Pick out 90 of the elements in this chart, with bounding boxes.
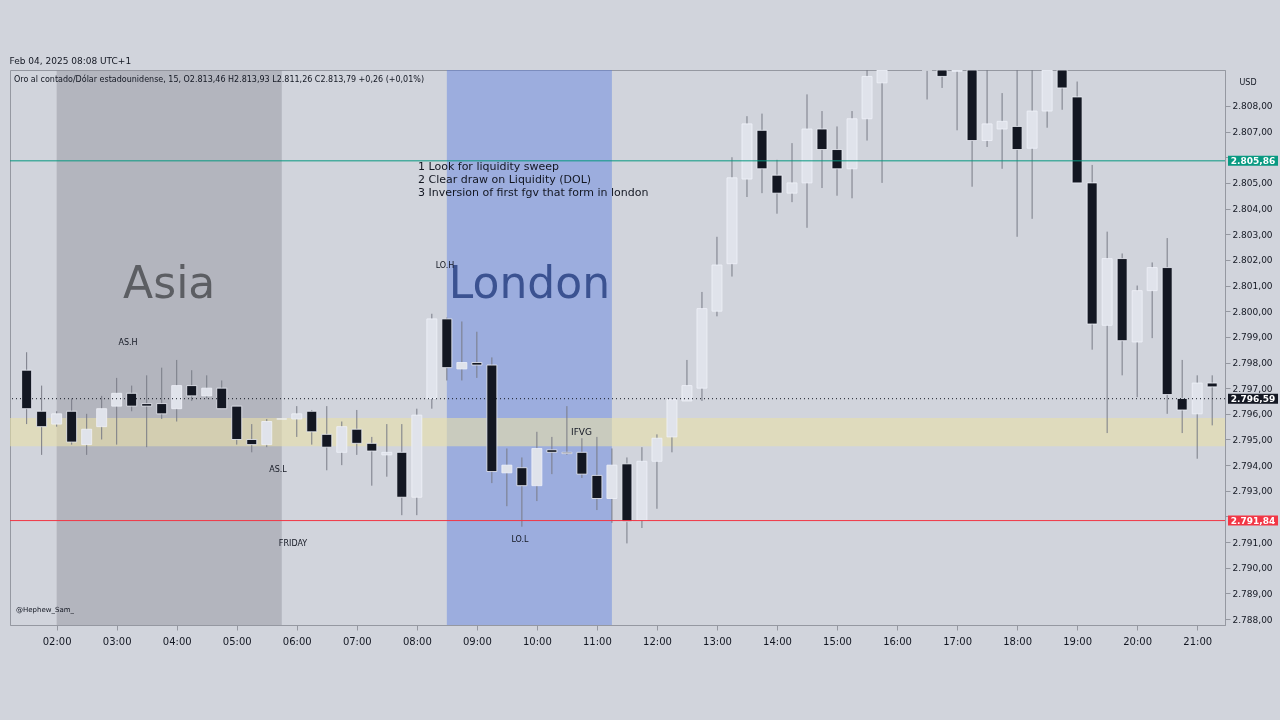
candlestick bbox=[471, 331, 483, 379]
annotation: 1 Look for liquidity sweep bbox=[418, 160, 560, 173]
candlestick bbox=[651, 433, 663, 510]
ref-line-label: 2.796,59 bbox=[1230, 393, 1276, 404]
candlestick bbox=[816, 110, 828, 189]
candlestick bbox=[351, 409, 363, 456]
y-tick-label: 2.800,00 bbox=[1232, 306, 1273, 317]
x-tick-label: 03:00 bbox=[102, 635, 132, 647]
annotation: AS.L bbox=[269, 465, 288, 474]
candlestick bbox=[291, 405, 303, 438]
x-tick-label: 18:00 bbox=[1003, 635, 1033, 647]
candlestick bbox=[546, 436, 558, 475]
candlestick bbox=[306, 409, 318, 446]
y-tick-label: 2.796,00 bbox=[1232, 409, 1273, 420]
x-tick-label: 04:00 bbox=[162, 635, 192, 647]
x-tick-label: 17:00 bbox=[943, 635, 972, 647]
x-tick-label: 21:00 bbox=[1183, 635, 1213, 647]
y-tick-label: 2.802,00 bbox=[1232, 255, 1273, 266]
y-tick-label: 2.801,00 bbox=[1232, 281, 1273, 292]
annotation: FRIDAY bbox=[278, 539, 308, 548]
y-tick-label: 2.808,00 bbox=[1232, 101, 1273, 112]
band-label: Asia bbox=[123, 257, 216, 308]
ref-line-label: 2.791,84 bbox=[1230, 515, 1276, 526]
candlestick bbox=[201, 374, 213, 399]
y-tick-label: 2.803,00 bbox=[1232, 229, 1273, 240]
candlestick bbox=[111, 377, 123, 446]
candlestick bbox=[876, 70, 888, 184]
x-tick-label: 16:00 bbox=[883, 635, 912, 647]
y-tick-label: 2.791,00 bbox=[1232, 537, 1273, 548]
x-tick-label: 05:00 bbox=[222, 635, 252, 647]
annotation: LO.L bbox=[511, 535, 530, 544]
x-tick-label: 19:00 bbox=[1063, 635, 1093, 647]
candlestick bbox=[321, 405, 333, 471]
y-tick-label: 2.807,00 bbox=[1232, 127, 1273, 138]
y-tick-label: 2.789,00 bbox=[1232, 588, 1273, 599]
candlestick bbox=[951, 70, 963, 131]
x-tick-label: 02:00 bbox=[42, 635, 72, 647]
x-tick-label: 11:00 bbox=[583, 635, 612, 647]
x-tick-label: 12:00 bbox=[643, 635, 672, 647]
candlestick bbox=[516, 456, 528, 528]
candlestick bbox=[591, 436, 603, 511]
chart-title: Feb 04, 2025 08:08 UTC+1 bbox=[9, 56, 132, 66]
x-tick-label: 08:00 bbox=[402, 635, 432, 647]
annotation: 2 Clear draw on Liquidity (DOL) bbox=[418, 173, 592, 186]
x-tick-label: 20:00 bbox=[1123, 635, 1153, 647]
x-tick-label: 07:00 bbox=[342, 635, 372, 647]
candlestick bbox=[261, 418, 273, 448]
y-tick-label: 2.799,00 bbox=[1232, 332, 1273, 343]
candlestick bbox=[366, 436, 378, 487]
y-tick-label: 2.794,00 bbox=[1232, 460, 1273, 471]
y-tick-label: 2.788,00 bbox=[1232, 614, 1273, 625]
x-tick-label: 14:00 bbox=[763, 635, 792, 647]
candlestick bbox=[1146, 261, 1158, 339]
candlestick bbox=[681, 359, 693, 402]
candlestick bbox=[996, 92, 1008, 170]
candlestick bbox=[576, 437, 588, 479]
x-tick-label: 10:00 bbox=[522, 635, 552, 647]
candlestick bbox=[936, 70, 948, 89]
x-tick-label: 13:00 bbox=[703, 635, 732, 647]
x-tick-label: 15:00 bbox=[823, 635, 852, 647]
band-label: IFVG bbox=[571, 427, 592, 438]
candlestick bbox=[501, 447, 513, 507]
candlestick bbox=[96, 395, 108, 440]
candlestick bbox=[921, 70, 933, 101]
candlestick bbox=[831, 125, 843, 197]
candlestick bbox=[456, 320, 468, 381]
candlestick bbox=[771, 159, 783, 215]
y-tick-label: 2.790,00 bbox=[1232, 563, 1273, 574]
ref-line-label: 2.805,86 bbox=[1230, 155, 1276, 166]
candlestick bbox=[1011, 70, 1023, 238]
candlestick bbox=[81, 413, 93, 456]
y-tick-label: 2.793,00 bbox=[1232, 486, 1273, 497]
candlestick bbox=[981, 70, 993, 148]
candlestick bbox=[1056, 70, 1068, 111]
y-tick-label: 2.797,00 bbox=[1232, 383, 1273, 394]
candlestick bbox=[561, 405, 573, 456]
annotation: 3 Inversion of first fgv that form in london bbox=[418, 186, 649, 199]
y-tick-label: 2.798,00 bbox=[1232, 358, 1273, 369]
x-tick-label: 06:00 bbox=[282, 635, 312, 647]
annotation: AS.H bbox=[118, 338, 138, 347]
candlestick bbox=[381, 423, 393, 478]
y-tick-label: 2.795,00 bbox=[1232, 434, 1273, 445]
text: Oro al contado/Dólar estadounidense, 15, O2.813,46 H2.813,93 L2.811,26 C2.813,79 +0,26 (+0,01%) bbox=[14, 74, 425, 84]
candlestick bbox=[246, 423, 258, 453]
text: USD bbox=[1239, 78, 1257, 87]
candlestick bbox=[786, 142, 798, 203]
y-tick-label: 2.804,00 bbox=[1232, 204, 1273, 215]
x-tick-label: 09:00 bbox=[462, 635, 492, 647]
candlestick bbox=[171, 359, 183, 423]
y-tick-label: 2.805,00 bbox=[1232, 178, 1273, 189]
